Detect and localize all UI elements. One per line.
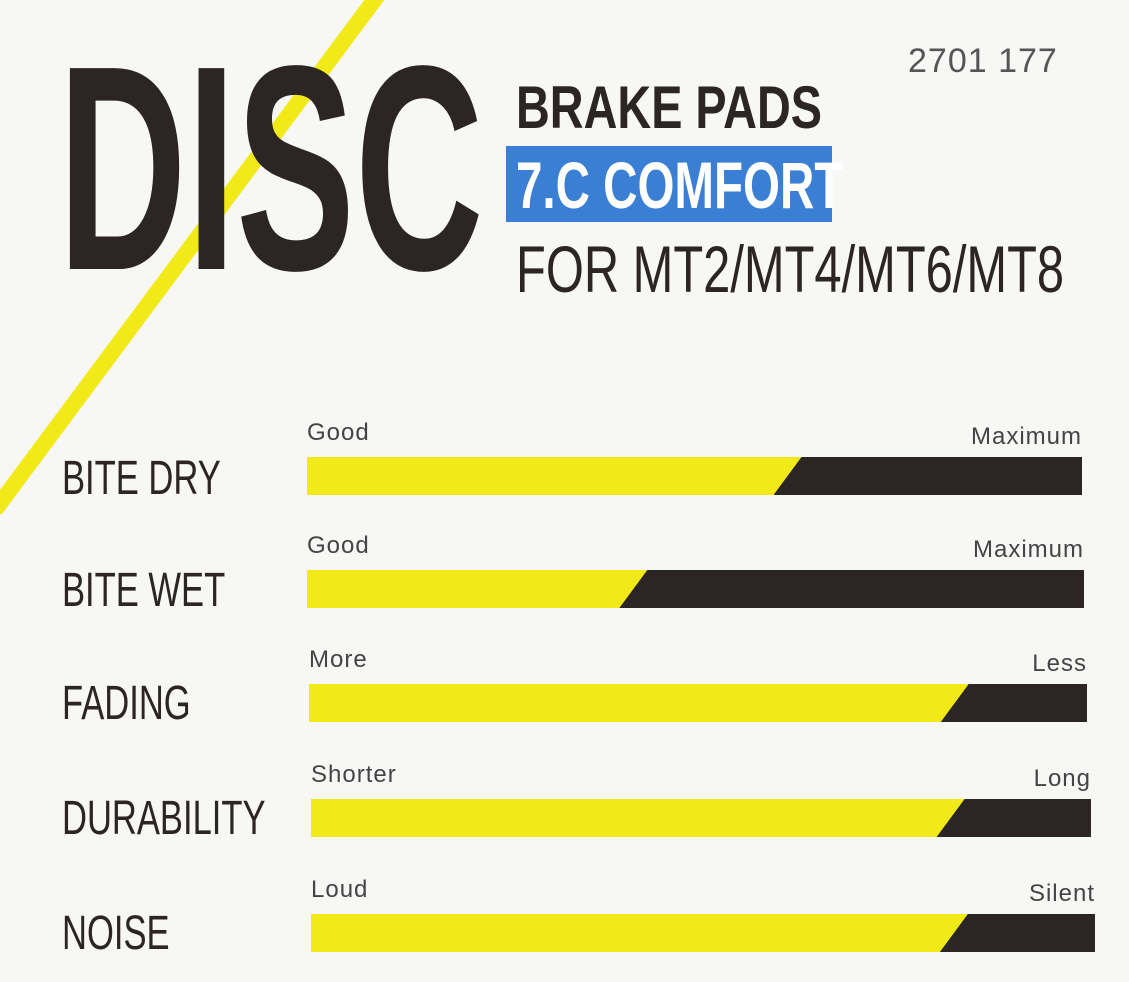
rating-bar xyxy=(307,570,1084,608)
rating-bar-remainder xyxy=(773,457,1082,495)
rating-min-label: Good xyxy=(307,532,370,559)
product-line-text: BRAKE PADS xyxy=(516,74,822,141)
rating-min-label: Shorter xyxy=(311,761,397,788)
rating-bar-remainder xyxy=(939,914,1095,952)
rating-bar xyxy=(309,684,1087,722)
rating-label: FADING xyxy=(62,680,241,728)
compound-badge xyxy=(506,146,832,222)
rating-max-label: Silent xyxy=(1028,880,1095,907)
rating-label: NOISE xyxy=(62,910,211,958)
rating-label-text: BITE DRY xyxy=(62,452,221,505)
rating-max-label: Maximum xyxy=(972,536,1084,563)
rating-bar-remainder xyxy=(936,799,1091,837)
rating-bar xyxy=(307,457,1082,495)
rating-label: BITE DRY xyxy=(62,455,283,503)
rating-bar-remainder xyxy=(619,570,1084,608)
rating-bar xyxy=(311,799,1091,837)
product-line: BRAKE PADS xyxy=(516,78,908,138)
rating-label-text: FADING xyxy=(62,677,191,730)
compatibility: FOR MT2/MT4/MT6/MT8 xyxy=(516,236,1129,302)
compound-name-text: 7.C COMFORT xyxy=(516,148,844,222)
rating-label: BITE WET xyxy=(62,567,289,615)
rating-label-text: BITE WET xyxy=(62,564,226,617)
compatibility-text: FOR MT2/MT4/MT6/MT8 xyxy=(516,232,1065,306)
disc-title-text: DISC xyxy=(58,5,484,331)
article-number: 2701 177 xyxy=(908,42,1058,80)
rating-max-label: Maximum xyxy=(970,423,1082,450)
rating-label-text: NOISE xyxy=(62,907,170,960)
rating-min-label: Good xyxy=(307,419,370,446)
rating-bar xyxy=(311,914,1095,952)
compound-name: 7.C COMFORT xyxy=(516,152,971,218)
rating-label-text: DURABILITY xyxy=(62,792,266,845)
rating-label: DURABILITY xyxy=(62,795,345,843)
rating-bar-remainder xyxy=(940,684,1087,722)
rating-max-label: Less xyxy=(1032,650,1087,677)
rating-min-label: Loud xyxy=(311,876,369,903)
rating-min-label: More xyxy=(309,646,368,673)
rating-max-label: Long xyxy=(1033,765,1091,792)
disc-title: DISC xyxy=(58,22,756,314)
